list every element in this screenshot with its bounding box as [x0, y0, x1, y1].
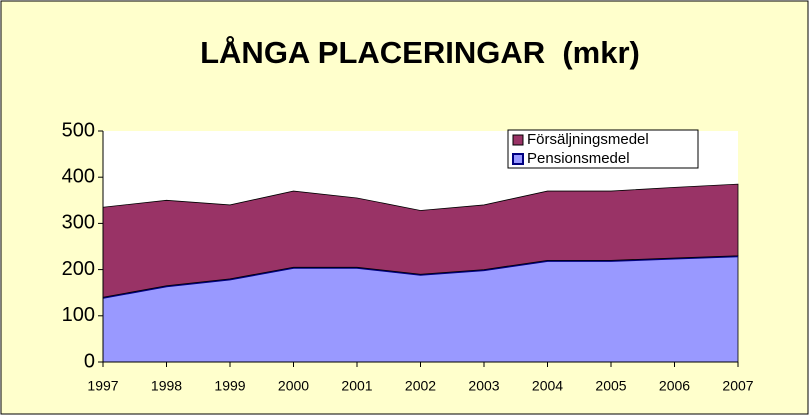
legend-label: Pensionsmedel [527, 150, 630, 167]
legend-label: Försäljningsmedel [527, 131, 649, 148]
x-tick-label: 2003 [468, 378, 499, 394]
x-tick-label: 2005 [595, 378, 626, 394]
x-tick-label: 2004 [532, 378, 563, 394]
chart-title: LÅNGA PLACERINGAR (mkr) [200, 35, 640, 70]
y-tick-label: 500 [62, 119, 95, 141]
x-tick-label: 1999 [214, 378, 245, 394]
legend-box [507, 129, 699, 169]
y-tick-label: 400 [62, 165, 95, 187]
y-tick-label: 200 [62, 258, 95, 280]
x-tick-label: 2006 [659, 378, 690, 394]
x-tick-label: 1998 [151, 378, 182, 394]
y-tick-label: 0 [84, 350, 95, 372]
x-tick-label: 1997 [87, 378, 118, 394]
y-tick-label: 300 [62, 212, 95, 234]
legend-swatch [512, 134, 524, 146]
area [102, 183, 739, 298]
x-tick-label: 2002 [405, 378, 436, 394]
y-tick-label: 100 [62, 304, 95, 326]
x-tick-label: 2000 [278, 378, 309, 394]
x-tick-label: 2007 [722, 378, 753, 394]
x-tick-label: 2001 [341, 378, 372, 394]
legend-swatch [512, 153, 524, 165]
